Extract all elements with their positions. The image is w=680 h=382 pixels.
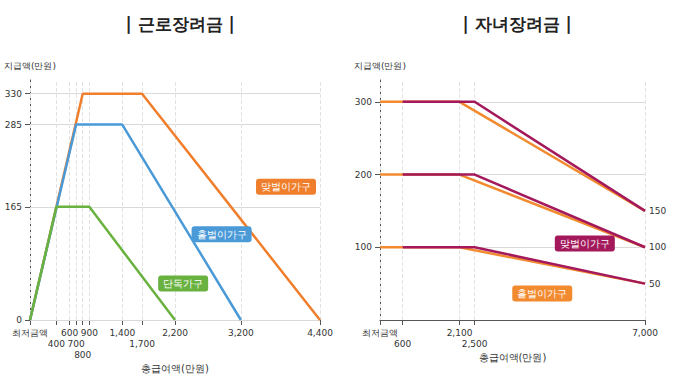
- svg-text:최저금액: 최저금액: [362, 328, 398, 338]
- svg-text:50: 50: [649, 279, 661, 289]
- svg-text:최저금액: 최저금액: [12, 328, 48, 338]
- svg-text:400: 400: [48, 339, 65, 349]
- svg-text:단독가구: 단독가구: [163, 278, 203, 289]
- svg-text:2,100: 2,100: [447, 328, 473, 338]
- svg-text:지급액(만원): 지급액(만원): [4, 61, 56, 71]
- svg-text:4,400: 4,400: [307, 328, 333, 338]
- svg-text:0: 0: [16, 315, 22, 325]
- svg-text:150: 150: [649, 206, 666, 216]
- svg-text:맞벌이가구: 맞벌이가구: [560, 238, 610, 249]
- svg-text:165: 165: [5, 202, 22, 212]
- svg-text:600: 600: [394, 339, 411, 349]
- svg-text:100: 100: [355, 242, 372, 252]
- svg-text:| 자녀장려금 |: | 자녀장려금 |: [462, 14, 571, 34]
- svg-text:100: 100: [649, 242, 666, 252]
- svg-text:2,500: 2,500: [462, 339, 488, 349]
- svg-text:600: 600: [61, 328, 78, 338]
- svg-text:총급여액(만원): 총급여액(만원): [479, 352, 547, 363]
- svg-text:1,400: 1,400: [109, 328, 135, 338]
- svg-text:지급액(만원): 지급액(만원): [354, 61, 406, 71]
- svg-text:700: 700: [68, 339, 85, 349]
- svg-text:1,700: 1,700: [129, 339, 155, 349]
- svg-text:7,000: 7,000: [632, 328, 658, 338]
- svg-text:2,200: 2,200: [162, 328, 188, 338]
- svg-text:285: 285: [5, 120, 22, 130]
- svg-text:홑벌이가구: 홑벌이가구: [517, 288, 567, 299]
- svg-text:3,200: 3,200: [228, 328, 254, 338]
- svg-text:900: 900: [81, 328, 98, 338]
- svg-text:200: 200: [355, 170, 372, 180]
- svg-text:홑벌이가구: 홑벌이가구: [197, 229, 247, 240]
- svg-text:| 근로장려금 |: | 근로장려금 |: [125, 14, 234, 34]
- svg-text:총급여액(만원): 총급여액(만원): [141, 363, 209, 374]
- svg-text:330: 330: [5, 89, 22, 99]
- svg-text:300: 300: [355, 97, 372, 107]
- svg-text:800: 800: [74, 350, 91, 360]
- svg-text:맞벌이가구: 맞벌이가구: [261, 181, 311, 192]
